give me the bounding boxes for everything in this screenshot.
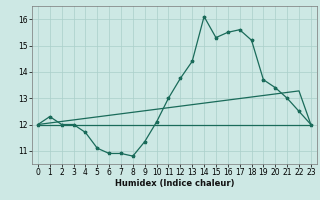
X-axis label: Humidex (Indice chaleur): Humidex (Indice chaleur): [115, 179, 234, 188]
